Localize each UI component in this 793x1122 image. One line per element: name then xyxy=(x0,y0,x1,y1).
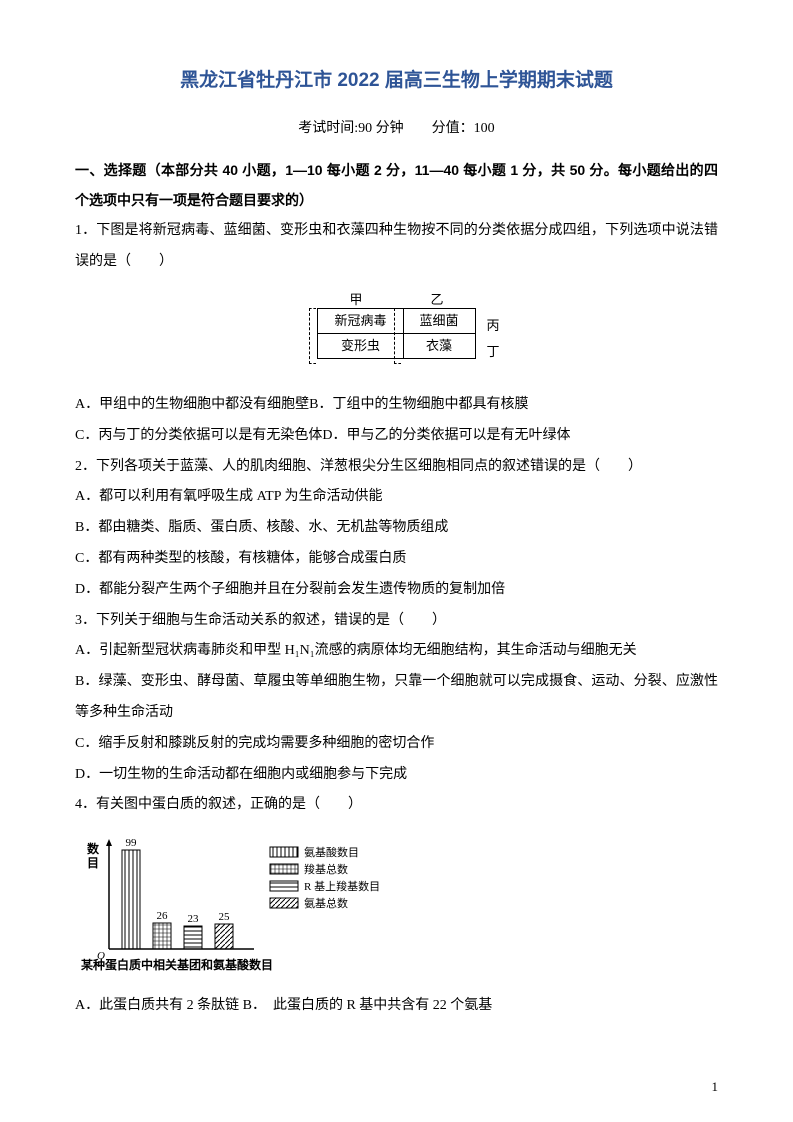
label-ding: 丁 xyxy=(487,338,500,367)
cell-r2c2: 衣藻 xyxy=(403,333,475,358)
svg-text:25: 25 xyxy=(219,911,231,923)
label-bing: 丙 xyxy=(487,312,500,341)
svg-text:R 基上羧基数目: R 基上羧基数目 xyxy=(304,879,380,893)
q3-optD: D．一切生物的生命活动都在细胞内或细胞参与下完成 xyxy=(75,760,718,791)
q3-optA: A．引起新型冠状病毒肺炎和甲型 H₁N₁流感的病原体均无细胞结构，其生命活动与细… xyxy=(75,636,718,667)
page-number: 1 xyxy=(712,1073,719,1102)
q1-stem: 1．下图是将新冠病毒、蓝细菌、变形虫和衣藻四种生物按不同的分类依据分成四组，下列… xyxy=(75,216,718,278)
q4-optA: A．此蛋白质共有 2 条肽链 B． 此蛋白质的 R 基中共含有 22 个氨基 xyxy=(75,991,718,1022)
svg-text:数: 数 xyxy=(87,841,100,856)
label-yi: 乙 xyxy=(431,286,444,315)
svg-text:23: 23 xyxy=(188,913,200,925)
q1-optA: A．甲组中的生物细胞中都没有细胞壁B．丁组中的生物细胞中都具有核膜 xyxy=(75,390,718,421)
label-jia: 甲 xyxy=(349,286,362,315)
svg-text:羧基总数: 羧基总数 xyxy=(304,862,348,876)
q3-stem: 3．下列关于细胞与生命活动关系的叙述，错误的是（ ） xyxy=(75,606,718,637)
q4-stem: 4．有关图中蛋白质的叙述，正确的是（ ） xyxy=(75,790,718,821)
q2-optC: C．都有两种类型的核酸，有核糖体，能够合成蛋白质 xyxy=(75,544,718,575)
section-1-header: 一、选择题（本部分共 40 小题，1—10 每小题 2 分，11—40 每小题 … xyxy=(75,155,718,217)
q4-chart: 数目O99262325氨基酸数目羧基总数R 基上羧基数目氨基总数某种蛋白质中相关… xyxy=(75,829,718,987)
svg-text:某种蛋白质中相关基团和氨基酸数目: 某种蛋白质中相关基团和氨基酸数目 xyxy=(81,957,273,972)
q2-stem: 2．下列各项关于蓝藻、人的肌肉细胞、洋葱根尖分生区细胞相同点的叙述错误的是（ ） xyxy=(75,452,718,483)
page-title: 黑龙江省牡丹江市 2022 届高三生物上学期期末试题 xyxy=(75,60,718,102)
svg-text:目: 目 xyxy=(87,856,99,870)
q2-optA: A．都可以利用有氧呼吸生成 ATP 为生命活动供能 xyxy=(75,482,718,513)
svg-text:26: 26 xyxy=(157,910,169,922)
q1-diagram: 甲 乙 丙 丁 新冠病毒 蓝细菌 变形虫 衣藻 xyxy=(75,288,718,380)
svg-text:氨基总数: 氨基总数 xyxy=(304,896,348,910)
q1-optC: C．丙与丁的分类依据可以是有无染色体D．甲与乙的分类依据可以是有无叶绿体 xyxy=(75,421,718,452)
svg-text:氨基酸数目: 氨基酸数目 xyxy=(304,845,359,859)
cell-r2c1: 变形虫 xyxy=(318,333,403,358)
svg-text:99: 99 xyxy=(126,837,138,849)
exam-subtitle: 考试时间:90 分钟 分值：100 xyxy=(75,114,718,145)
q3-optB: B．绿藻、变形虫、酵母菌、草履虫等单细胞生物，只靠一个细胞就可以完成摄食、运动、… xyxy=(75,667,718,729)
q2-optD: D．都能分裂产生两个子细胞并且在分裂前会发生遗传物质的复制加倍 xyxy=(75,575,718,606)
q3-optC: C．缩手反射和膝跳反射的完成均需要多种细胞的密切合作 xyxy=(75,729,718,760)
q2-optB: B．都由糖类、脂质、蛋白质、核酸、水、无机盐等物质组成 xyxy=(75,513,718,544)
